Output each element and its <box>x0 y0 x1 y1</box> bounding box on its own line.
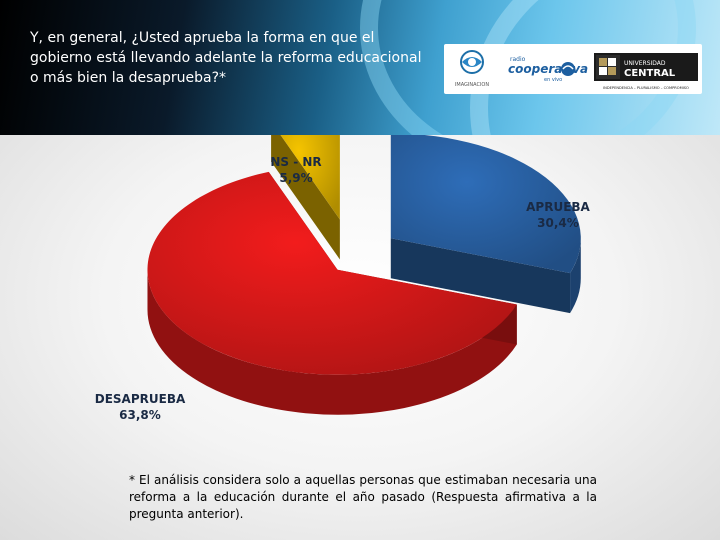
label-desaprueba: DESAPRUEBA <box>95 392 186 406</box>
value-aprueba: 30,4% <box>537 216 579 230</box>
universidad-central-logo: UNIVERSIDAD CENTRAL INDEPENDENCIA – PLUR… <box>594 53 698 90</box>
pie-slice-side <box>147 269 517 415</box>
survey-question: Y, en general, ¿Usted aprueba la forma e… <box>30 30 422 86</box>
label-aprueba: APRUEBA <box>526 200 590 214</box>
pie-tops <box>147 135 581 375</box>
pie-slice-aprueba <box>390 135 581 274</box>
cooperativa-small-text: radio <box>510 56 526 63</box>
cooperativa-text: cooperativa <box>508 62 588 76</box>
logo-panel: IMAGINACION radio cooperativa en vivo UN… <box>444 44 702 94</box>
pie-slice-desaprueba <box>147 171 517 375</box>
universidad-motto: INDEPENDENCIA – PLURALISMO – COMPROMISO <box>603 86 689 90</box>
label-ns-nr: NS - NR <box>270 155 321 169</box>
imaginacion-text: IMAGINACION <box>455 82 489 88</box>
header-banner: Y, en general, ¿Usted aprueba la forma e… <box>0 0 720 135</box>
pie-slice-side <box>570 238 581 314</box>
imaginacion-logo: IMAGINACION <box>455 50 489 88</box>
pie-slice-ns-nr <box>280 135 340 220</box>
pie-slice-face <box>271 135 340 260</box>
value-ns-nr: 5,9% <box>279 171 312 185</box>
footnote: * El análisis considera solo a aquellas … <box>129 473 597 521</box>
pie-slice-face <box>390 238 571 314</box>
value-desaprueba: 63,8% <box>119 408 161 422</box>
universidad-line2: CENTRAL <box>624 68 676 79</box>
pie-chart: APRUEBA 30,4% DESAPRUEBA 63,8% NS - NR 5,9% <box>95 135 591 422</box>
universidad-line1: UNIVERSIDAD <box>624 60 666 67</box>
cooperativa-logo: radio cooperativa en vivo <box>508 56 588 83</box>
cooperativa-sub-text: en vivo <box>544 77 562 83</box>
logos: IMAGINACION radio cooperativa en vivo UN… <box>455 50 698 90</box>
